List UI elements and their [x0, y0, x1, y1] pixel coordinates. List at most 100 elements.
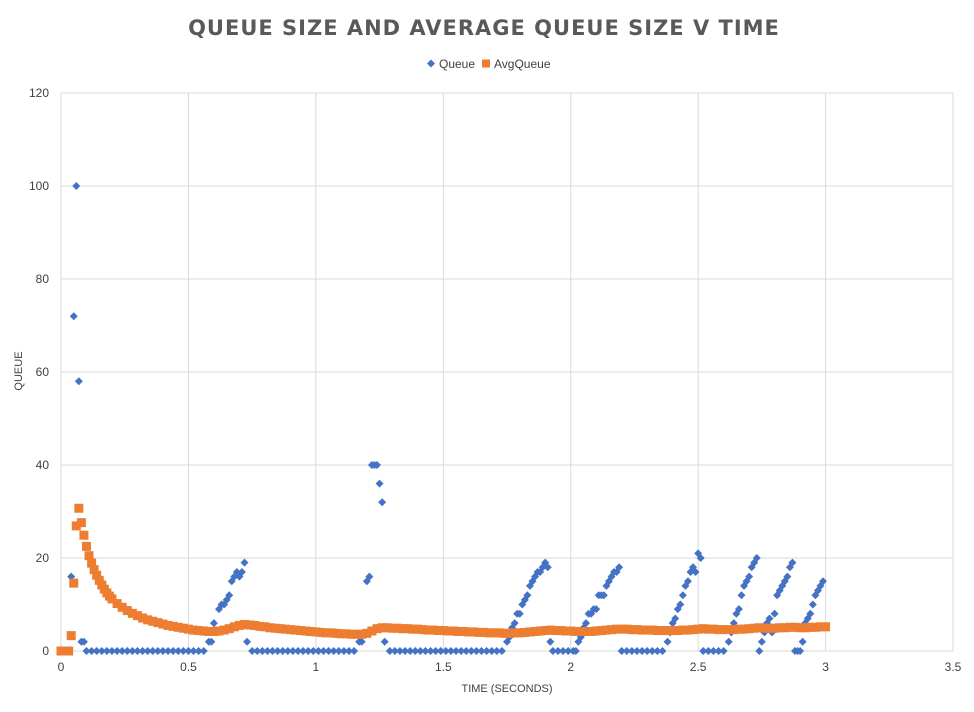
- queue-point: [653, 647, 662, 655]
- queue-point: [357, 637, 366, 646]
- avgqueue-point: [224, 624, 234, 634]
- avgqueue-point: [163, 620, 173, 630]
- avgqueue-point: [143, 615, 153, 625]
- queue-point: [719, 647, 728, 655]
- queue-point: [113, 647, 122, 655]
- avgqueue-point: [316, 627, 326, 637]
- queue-point: [798, 637, 807, 646]
- queue-point: [179, 647, 188, 655]
- queue-point: [592, 605, 601, 614]
- queue-point: [663, 637, 672, 646]
- queue-point: [819, 577, 828, 586]
- avgqueue-point: [178, 623, 188, 633]
- avgqueue-point: [678, 625, 688, 635]
- queue-point: [128, 647, 137, 655]
- legend: Queue AvgQueue: [427, 57, 551, 71]
- avgqueue-point: [515, 628, 525, 638]
- queue-point: [158, 647, 167, 655]
- queue-point: [268, 647, 277, 655]
- avgqueue-point: [321, 628, 331, 638]
- avgqueue-point: [530, 626, 540, 636]
- queue-point: [248, 647, 257, 655]
- queue-point: [153, 647, 162, 655]
- avgqueue-point: [275, 624, 285, 634]
- avgqueue-point: [703, 624, 713, 634]
- queue-point: [189, 647, 198, 655]
- series-avgqueue: [56, 503, 831, 656]
- avgqueue-point: [550, 626, 560, 636]
- avgqueue-point: [301, 626, 311, 636]
- queue-point: [553, 647, 562, 655]
- avgqueue-point: [250, 620, 260, 630]
- avgqueue-point: [505, 628, 515, 638]
- queue-point: [365, 572, 374, 581]
- queue-point: [373, 461, 382, 469]
- avgqueue-point: [438, 626, 448, 636]
- queue-point: [548, 647, 557, 655]
- queue-point: [390, 647, 399, 655]
- queue-point: [209, 619, 218, 628]
- queue-point: [691, 567, 700, 576]
- queue-point: [339, 647, 348, 655]
- avgqueue-point: [168, 621, 178, 631]
- avgqueue-point: [173, 622, 183, 632]
- x-tick-label: 0: [58, 660, 65, 674]
- avgqueue-point: [612, 624, 622, 634]
- y-tick-label: 20: [36, 551, 50, 565]
- legend-marker-avgqueue: [482, 59, 490, 68]
- queue-point: [123, 647, 132, 655]
- avgqueue-point: [484, 628, 494, 638]
- queue-point: [401, 647, 410, 655]
- avgqueue-point: [652, 626, 662, 636]
- queue-point: [431, 647, 440, 655]
- avgqueue-point: [469, 627, 479, 637]
- queue-point: [344, 647, 353, 655]
- avgqueue-point: [183, 624, 193, 634]
- avgqueue-point: [194, 626, 204, 636]
- avgqueue-point: [663, 626, 673, 636]
- queue-point: [457, 647, 466, 655]
- avgqueue-point: [392, 623, 402, 633]
- avgqueue-point: [642, 625, 652, 635]
- queue-point: [462, 647, 471, 655]
- queue-point: [765, 614, 774, 623]
- avgqueue-point: [698, 624, 708, 634]
- legend-label-queue: Queue: [439, 57, 475, 71]
- x-tick-label: 3.5: [945, 660, 962, 674]
- queue-point: [329, 647, 338, 655]
- avgqueue-point: [668, 626, 678, 636]
- avgqueue-point: [734, 624, 744, 634]
- queue-point: [492, 647, 501, 655]
- avgqueue-point: [296, 626, 306, 636]
- queue-point: [207, 637, 216, 646]
- queue-point: [582, 619, 591, 628]
- avgqueue-point: [336, 629, 346, 639]
- queue-point: [416, 647, 425, 655]
- avgqueue-point: [158, 619, 168, 629]
- avgqueue-point: [581, 626, 591, 636]
- queue-point: [770, 609, 779, 618]
- queue-point: [643, 647, 652, 655]
- queue-point: [378, 498, 387, 507]
- avgqueue-point: [561, 626, 571, 636]
- avgqueue-point: [637, 625, 647, 635]
- avgqueue-point: [520, 627, 530, 637]
- avgqueue-point: [107, 594, 117, 604]
- avgqueue-point: [708, 624, 718, 634]
- queue-point: [283, 647, 292, 655]
- avgqueue-point: [331, 628, 341, 638]
- series-queue: [57, 182, 828, 655]
- avgqueue-point: [280, 624, 290, 634]
- avgqueue-point: [117, 602, 127, 612]
- queue-point: [164, 647, 173, 655]
- avgqueue-point: [81, 541, 91, 551]
- avgqueue-point: [586, 626, 596, 636]
- queue-point: [421, 647, 430, 655]
- avgqueue-point: [525, 627, 535, 637]
- queue-point: [67, 572, 76, 581]
- queue-point: [304, 647, 313, 655]
- avgqueue-point: [759, 623, 769, 633]
- avgqueue-point: [92, 570, 102, 580]
- queue-point: [676, 600, 685, 609]
- legend-label-avgqueue: AvgQueue: [494, 57, 551, 71]
